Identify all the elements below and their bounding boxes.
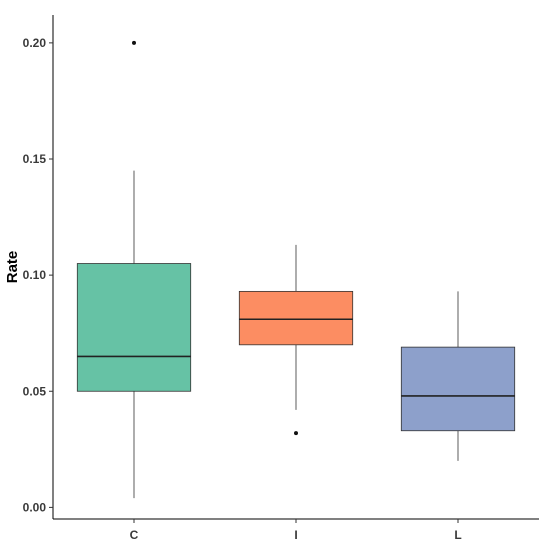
x-tick-label: L <box>454 528 461 542</box>
box-group-I <box>238 244 354 436</box>
x-tick-label: I <box>294 528 297 542</box>
box-group-C <box>76 40 192 499</box>
outlier-point <box>294 431 298 436</box>
box-body <box>238 290 354 346</box>
box-body <box>400 346 516 432</box>
y-tick-label: 0.20 <box>23 36 47 50</box>
y-tick-label: 0.10 <box>23 268 47 282</box>
plot-marks <box>76 40 516 499</box>
y-axis-ticks: 0.00 0.05 0.10 0.15 0.20 <box>23 36 53 514</box>
y-axis-title: Rate <box>4 251 21 284</box>
y-tick-label: 0.00 <box>23 500 47 514</box>
y-tick-label: 0.05 <box>23 384 47 398</box>
outlier-point <box>132 40 136 45</box>
box-group-L <box>400 291 516 461</box>
box-body <box>76 263 192 392</box>
y-tick-label: 0.15 <box>23 152 47 166</box>
x-tick-label: C <box>130 528 139 542</box>
